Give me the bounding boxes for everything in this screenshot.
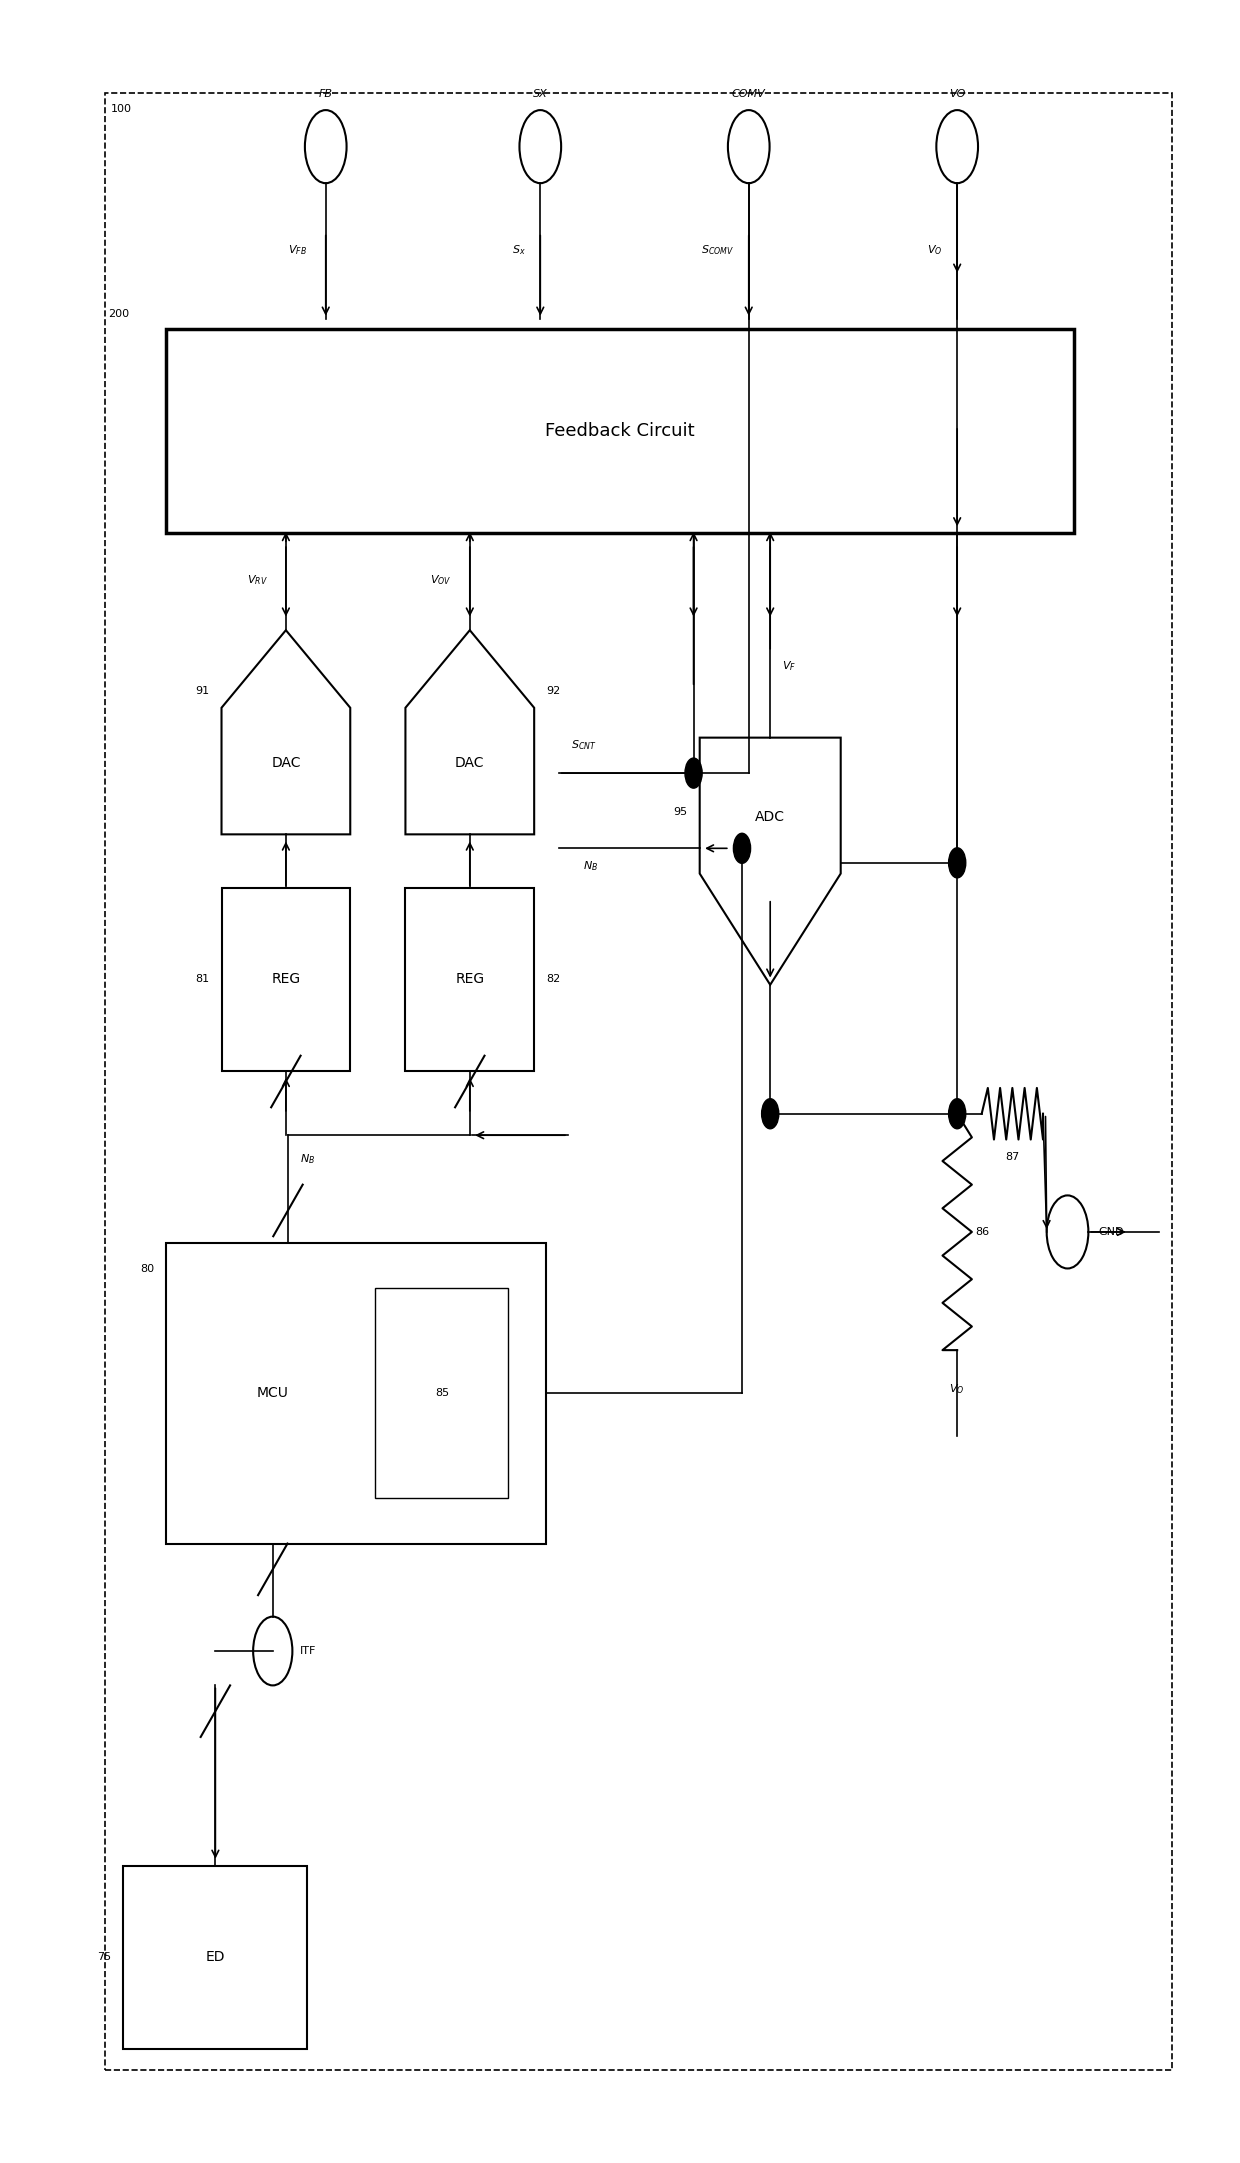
- Text: $V_O$: $V_O$: [928, 244, 942, 257]
- Text: 200: 200: [108, 309, 129, 318]
- Circle shape: [949, 1099, 966, 1129]
- Text: 80: 80: [140, 1263, 154, 1274]
- Text: 75: 75: [97, 1953, 112, 1962]
- Text: $V_{FB}$: $V_{FB}$: [289, 244, 308, 257]
- Text: Feedback Circuit: Feedback Circuit: [546, 422, 694, 441]
- Text: FB: FB: [319, 89, 332, 99]
- Text: $S_{CNT}$: $S_{CNT}$: [570, 738, 596, 751]
- Text: SX: SX: [533, 89, 548, 99]
- Text: $V_F$: $V_F$: [782, 660, 796, 673]
- Circle shape: [733, 833, 750, 863]
- Text: $N_B$: $N_B$: [300, 1153, 315, 1166]
- Text: GND: GND: [1099, 1226, 1123, 1237]
- Bar: [405, 889, 534, 1071]
- Circle shape: [684, 757, 702, 787]
- Text: REG: REG: [272, 973, 300, 986]
- Text: COMV: COMV: [732, 89, 765, 99]
- Text: 92: 92: [547, 686, 560, 696]
- Text: $S_x$: $S_x$: [512, 244, 526, 257]
- Text: ED: ED: [206, 1951, 226, 1964]
- Text: 81: 81: [195, 973, 210, 984]
- Circle shape: [949, 848, 966, 878]
- Text: DAC: DAC: [272, 755, 300, 770]
- Text: VO: VO: [949, 89, 966, 99]
- Bar: [222, 889, 350, 1071]
- Text: $N_B$: $N_B$: [583, 859, 599, 874]
- Text: REG: REG: [455, 973, 485, 986]
- Text: ADC: ADC: [755, 809, 785, 824]
- Bar: [105, 93, 1172, 2070]
- Text: DAC: DAC: [455, 755, 485, 770]
- Text: MCU: MCU: [257, 1386, 289, 1399]
- Text: 95: 95: [673, 807, 687, 818]
- Text: 86: 86: [976, 1226, 990, 1237]
- Bar: [166, 1244, 547, 1544]
- Text: $V_{OV}$: $V_{OV}$: [430, 573, 451, 586]
- Text: 85: 85: [435, 1389, 449, 1397]
- Circle shape: [761, 1099, 779, 1129]
- Text: $V_O$: $V_O$: [950, 1382, 965, 1395]
- Bar: [166, 329, 1074, 534]
- Text: 100: 100: [112, 104, 133, 115]
- Text: $S_{COMV}$: $S_{COMV}$: [701, 244, 734, 257]
- Text: 82: 82: [547, 973, 560, 984]
- Text: 91: 91: [195, 686, 210, 696]
- Bar: [124, 1867, 308, 2048]
- Bar: [376, 1287, 508, 1499]
- Text: ITF: ITF: [300, 1646, 316, 1657]
- Text: 87: 87: [1006, 1153, 1019, 1162]
- Text: $V_{RV}$: $V_{RV}$: [247, 573, 268, 586]
